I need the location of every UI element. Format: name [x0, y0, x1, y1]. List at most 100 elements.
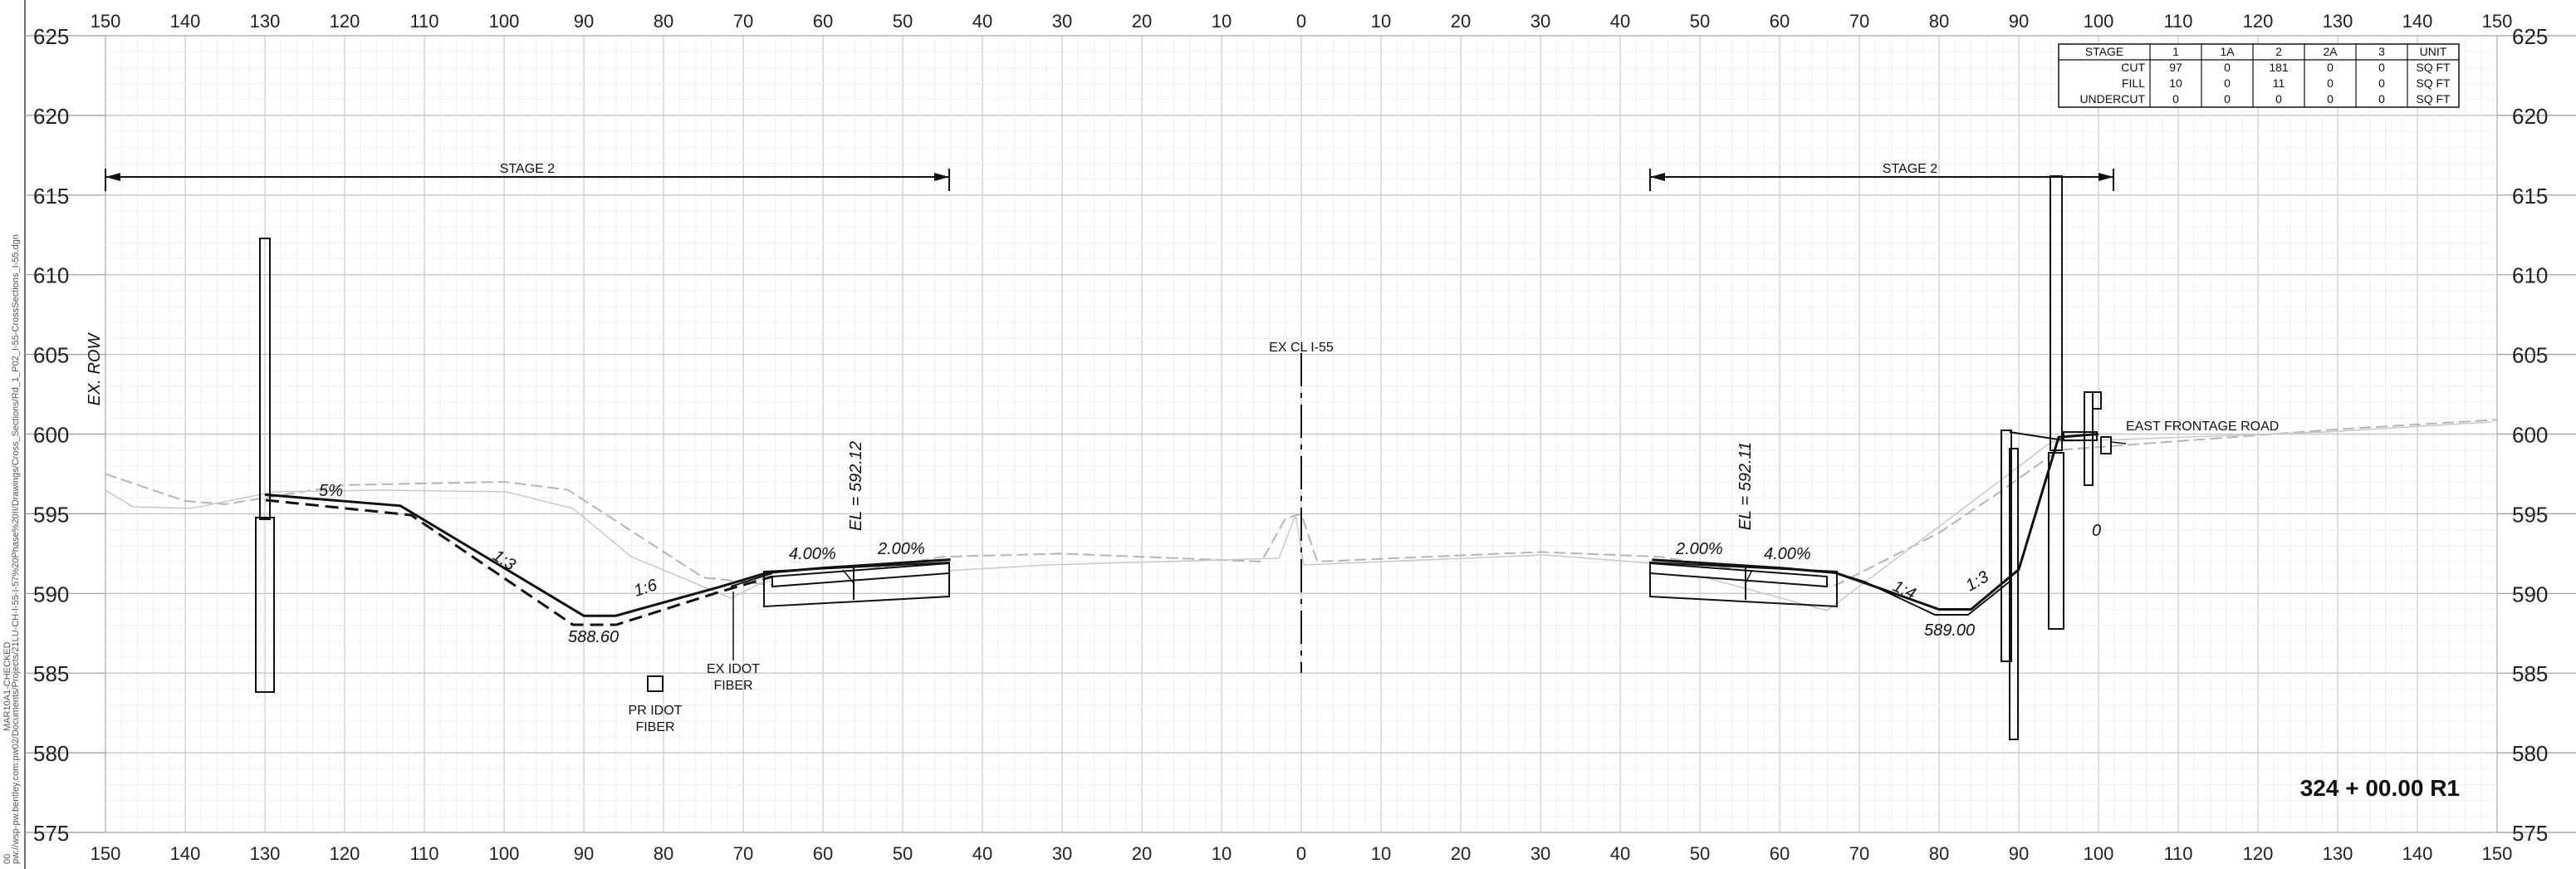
top-offset-tick: 0 [1296, 11, 1306, 32]
top-offset-tick: 20 [1132, 11, 1152, 32]
pct-4-right-label: 4.00% [1764, 545, 1811, 563]
left-elevation-tick: 585 [33, 661, 69, 686]
top-offset-tick: 110 [409, 11, 438, 32]
right-elevation-tick: 615 [2512, 184, 2548, 209]
quantity-table-cell: 0 [2327, 76, 2334, 90]
stage2-right-dimension: STAGE 2 [1649, 162, 2114, 191]
ex-cl-label: EX CL I-55 [1269, 341, 1334, 355]
bottom-offset-tick: 80 [1929, 843, 1949, 864]
cross-section-drawing: STAGE 2 STAGE 2 [86, 162, 2498, 740]
quantity-table-cell: 0 [2378, 61, 2385, 74]
quantity-table-cell: 0 [2378, 92, 2385, 106]
quantity-table-cell: 0 [2327, 61, 2334, 74]
bottom-offset-tick: 60 [813, 843, 833, 864]
bottom-offset-tick: 80 [654, 843, 673, 864]
slope-1-3-right-label: 1:3 [1963, 567, 1992, 595]
pr-idot-fiber: PR IDOT FIBER [629, 675, 683, 734]
quantity-table-cell: 97 [2169, 61, 2182, 74]
top-offset-tick: 20 [1451, 11, 1471, 32]
bottom-offset-tick: 60 [1770, 843, 1790, 864]
bottom-offset-tick: 0 [1296, 843, 1306, 864]
el-left-label: EL = 592.12 [847, 441, 865, 531]
quantity-table-frame [2058, 43, 2460, 108]
left-elevation-tick: 575 [33, 821, 69, 846]
top-offset-tick: 150 [91, 11, 121, 32]
existing-ground-secondary [105, 421, 2492, 611]
quantity-table-header-cell: 3 [2378, 45, 2385, 58]
quantity-table-cell: 11 [2273, 76, 2285, 90]
top-offset-tick: 140 [2402, 11, 2433, 32]
right-elevation-tick: 585 [2512, 661, 2548, 686]
left-elevation-tick: 615 [33, 184, 69, 209]
bottom-offset-axis: 150 140 130 120 110 100 90 80 70 60 50 40 30 20 10 0 10 2… [91, 843, 2513, 864]
station-label: 324 + 00.00 R1 [2300, 775, 2460, 801]
bottom-offset-tick: 30 [1052, 843, 1072, 864]
top-offset-tick: 60 [1770, 11, 1790, 32]
left-elevation-tick: 595 [33, 502, 69, 527]
quantity-table-header-cell: 2 [2275, 45, 2282, 58]
right-pole-structure [2001, 175, 2127, 740]
top-offset-tick: 130 [2323, 11, 2353, 32]
top-offset-axis: 150 140 130 120 110 100 90 80 70 60 50 40 30 20 10 0 10 2… [91, 11, 2513, 32]
quantity-table-cell: 181 [2269, 61, 2289, 74]
left-elevation-tick: 590 [33, 582, 69, 606]
proposed-right-slope-inner [1836, 572, 2010, 616]
pct-2-left-label: 2.00% [877, 540, 925, 558]
top-offset-tick: 90 [574, 11, 594, 32]
stage2-left-dimension: STAGE 2 [105, 162, 950, 191]
quantity-table-cell: 0 [2224, 76, 2231, 90]
bottom-offset-tick: 20 [1132, 843, 1152, 864]
top-offset-tick: 30 [1052, 11, 1072, 32]
bottom-offset-tick: 120 [330, 843, 360, 864]
left-elevation-tick: 605 [33, 343, 69, 368]
bottom-offset-tick: 110 [2163, 843, 2192, 864]
quantity-table-cell: 0 [2224, 61, 2231, 74]
bottom-offset-tick: 100 [2084, 843, 2114, 864]
bottom-offset-tick: 10 [1212, 843, 1232, 864]
top-offset-tick: 120 [330, 11, 360, 32]
quantity-table-header-cell: 1 [2172, 45, 2179, 58]
top-offset-tick: 150 [2482, 11, 2513, 32]
top-offset-tick: 60 [813, 11, 833, 32]
bottom-offset-tick: 150 [91, 843, 121, 864]
quantity-table-cell: 0 [2224, 92, 2231, 106]
bottom-offset-tick: 90 [574, 843, 594, 864]
el-right-label: EL = 592.11 [1736, 442, 1755, 531]
left-pole-structure [255, 238, 275, 693]
bottom-offset-tick: 120 [2243, 843, 2274, 864]
low-point-left-label: 588.60 [568, 628, 619, 646]
ex-idot-fiber-label-2: FIBER [713, 679, 752, 693]
ex-row-label: EX. ROW [86, 332, 104, 406]
bottom-offset-tick: 130 [2323, 843, 2353, 864]
left-elevation-tick: 610 [33, 263, 69, 288]
right-elevation-tick: 605 [2512, 343, 2548, 368]
proposed-left-slope-dashed [265, 498, 773, 626]
quantity-table-cell: 0 [2378, 76, 2385, 90]
bottom-offset-tick: 40 [1610, 843, 1630, 864]
earthwork-quantity-table: STAGE 1 1A 2 2A 3 UNIT CUT 97 0 181 0 0 SQ FT FILL 10 0 1… [2058, 43, 2460, 108]
proposed-right-slope [1652, 433, 2099, 611]
ex-idot-fiber-label: EX IDOT [707, 662, 760, 676]
bottom-offset-tick: 50 [1690, 843, 1710, 864]
bottom-offset-tick: 100 [489, 843, 520, 864]
top-offset-tick: 90 [2009, 11, 2029, 32]
pr-idot-fiber-label-2: FIBER [635, 720, 674, 734]
quantity-table-cell: SQ FT [2416, 61, 2451, 74]
quantity-table-cell: FILL [2122, 76, 2145, 90]
quantity-table-cell: SQ FT [2416, 92, 2451, 106]
pr-idot-fiber-label: PR IDOT [629, 704, 683, 718]
quantity-table-cell: 0 [2172, 92, 2179, 106]
side-model-name: MAR10A1-CHECKED [2, 641, 12, 731]
top-offset-tick: 100 [2084, 11, 2114, 32]
quantity-table-header-cell: UNIT [2420, 45, 2447, 58]
bottom-offset-tick: 90 [2009, 843, 2029, 864]
left-elevation-tick: 625 [33, 24, 69, 49]
right-elevation-tick: 595 [2512, 502, 2548, 527]
quantity-table-cell: 10 [2169, 76, 2182, 90]
top-offset-tick: 130 [250, 11, 281, 32]
top-offset-tick: 110 [2163, 11, 2192, 32]
right-elevation-tick: 590 [2512, 582, 2548, 606]
zero-mark-label: 0 [2092, 522, 2101, 540]
bottom-offset-tick: 110 [409, 843, 438, 864]
